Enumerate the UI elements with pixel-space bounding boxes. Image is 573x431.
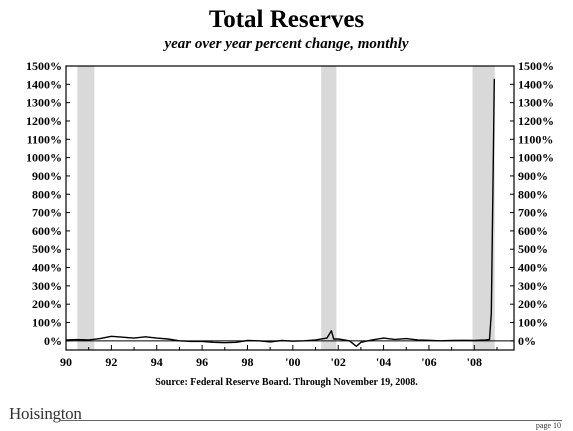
recession-band bbox=[77, 66, 95, 350]
footer-rule bbox=[60, 420, 562, 421]
y-tick-label-right: 200% bbox=[518, 297, 548, 311]
y-tick-label-left: 0% bbox=[44, 334, 62, 348]
y-tick-label-left: 900% bbox=[32, 169, 62, 183]
x-tick-label: 94 bbox=[151, 355, 163, 369]
y-tick-label-left: 300% bbox=[32, 279, 62, 293]
y-tick-label-right: 800% bbox=[518, 187, 548, 201]
y-tick-label-left: 1400% bbox=[26, 77, 62, 91]
chart-subtitle: year over year percent change, monthly bbox=[164, 36, 409, 52]
x-tick-label: '04 bbox=[376, 355, 391, 369]
x-tick-label: 90 bbox=[60, 355, 72, 369]
y-tick-label-right: 500% bbox=[518, 242, 548, 256]
x-tick-label: '06 bbox=[421, 355, 436, 369]
plot-frame bbox=[65, 65, 515, 351]
x-tick-label: '00 bbox=[285, 355, 300, 369]
y-tick-label-left: 600% bbox=[32, 224, 62, 238]
page-number: page 10 bbox=[535, 421, 561, 430]
y-tick-label-right: 1400% bbox=[518, 77, 554, 91]
y-tick-label-left: 800% bbox=[32, 187, 62, 201]
source-note: Source: Federal Reserve Board. Through N… bbox=[155, 377, 418, 388]
y-tick-label-right: 1500% bbox=[518, 59, 554, 73]
y-tick-label-right: 0% bbox=[518, 334, 536, 348]
x-tick-label: 96 bbox=[196, 355, 208, 369]
y-tick-label-left: 700% bbox=[32, 206, 62, 220]
y-tick-label-right: 600% bbox=[518, 224, 548, 238]
recession-band bbox=[321, 66, 337, 350]
y-tick-label-right: 700% bbox=[518, 206, 548, 220]
y-tick-label-right: 1100% bbox=[518, 132, 553, 146]
series-line bbox=[65, 78, 495, 347]
y-tick-label-right: 300% bbox=[518, 279, 548, 293]
chart-title: Total Reserves bbox=[208, 6, 365, 33]
x-tick-label: '02 bbox=[331, 355, 346, 369]
brand-logo: Hoisington bbox=[9, 404, 82, 423]
y-tick-label-right: 1200% bbox=[518, 114, 554, 128]
y-tick-label-left: 1000% bbox=[26, 151, 62, 165]
y-tick-label-left: 1100% bbox=[27, 132, 62, 146]
y-tick-label-left: 200% bbox=[32, 297, 62, 311]
y-tick-label-right: 100% bbox=[518, 316, 548, 330]
x-tick-label: 98 bbox=[241, 355, 253, 369]
y-tick-label-left: 1300% bbox=[26, 96, 62, 110]
y-tick-label-left: 1200% bbox=[26, 114, 62, 128]
y-tick-label-right: 900% bbox=[518, 169, 548, 183]
y-tick-label-left: 1500% bbox=[26, 59, 62, 73]
recession-band bbox=[472, 66, 495, 350]
y-tick-label-left: 400% bbox=[32, 261, 62, 275]
y-tick-label-left: 500% bbox=[32, 242, 62, 256]
y-tick-label-right: 400% bbox=[518, 261, 548, 275]
x-tick-label: '08 bbox=[467, 355, 482, 369]
y-tick-label-right: 1300% bbox=[518, 96, 554, 110]
y-tick-label-left: 100% bbox=[32, 316, 62, 330]
y-tick-label-right: 1000% bbox=[518, 151, 554, 165]
x-tick-label: 92 bbox=[105, 355, 117, 369]
